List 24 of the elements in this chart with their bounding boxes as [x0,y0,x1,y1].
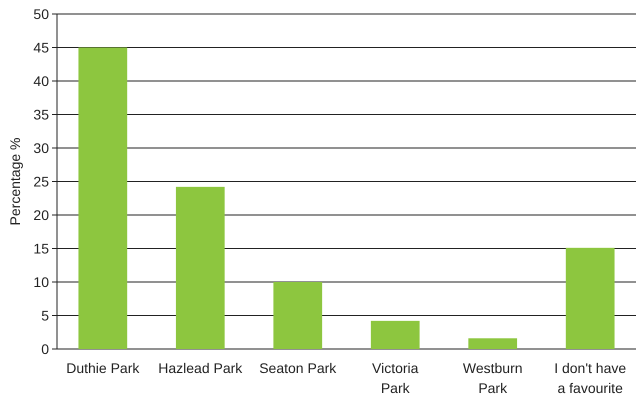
x-tick-label: Hazlead Park [158,360,244,376]
y-tick-label: 0 [41,340,50,357]
x-tick-label: Seaton Park [259,360,338,376]
x-tick-label: Duthie Park [66,360,140,376]
bar [468,338,518,349]
y-tick-label: 20 [33,206,50,223]
y-tick-label: 25 [33,173,50,190]
x-tick-label: Victoria Park [372,360,419,396]
y-tick-label: 35 [33,106,50,122]
y-tick-label: 50 [33,6,50,22]
y-axis-title: Percentage % [7,138,23,226]
bar [370,320,420,349]
x-tick-label: I don't have a favourite [554,360,626,396]
y-tick-label: 10 [33,274,50,290]
y-tick-label: 15 [33,240,50,256]
bar [78,48,128,349]
y-tick-label: 45 [33,39,50,56]
bar [273,282,322,349]
bar [566,248,615,349]
y-tick-label: 30 [33,140,50,156]
y-tick-label: 5 [41,307,50,324]
y-tick-label: 40 [33,72,50,89]
bar [176,186,225,349]
x-tick-label: Westburn Park [462,360,523,396]
